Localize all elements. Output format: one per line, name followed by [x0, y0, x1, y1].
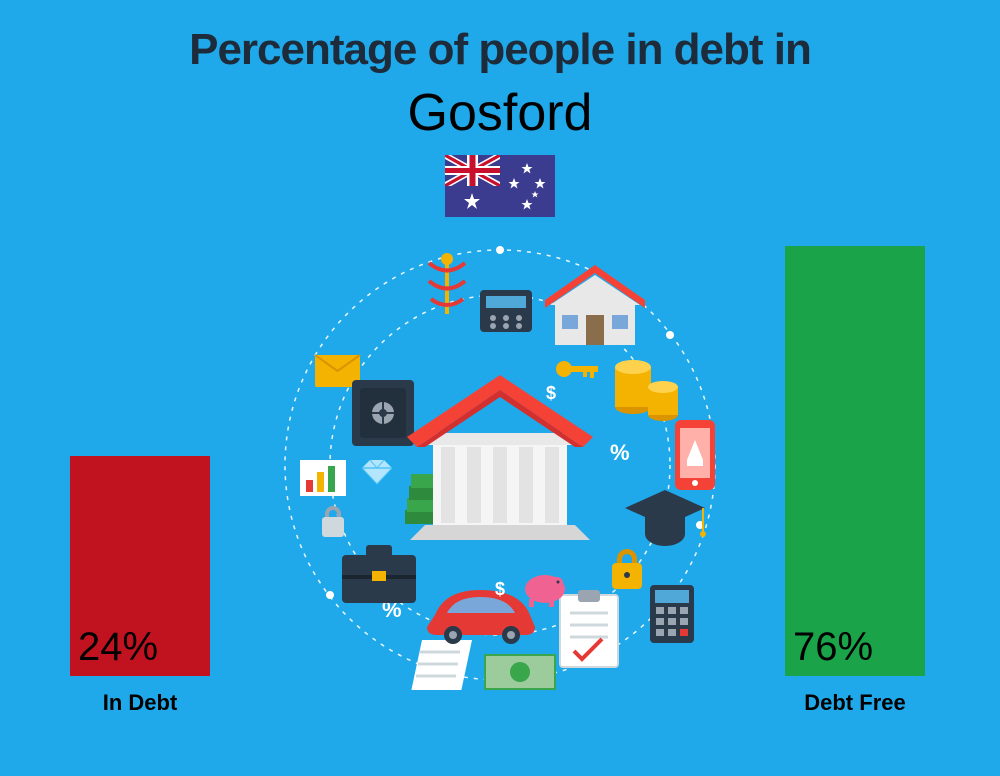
bar-debt-free-container: 76% Debt Free [770, 246, 940, 716]
bar-debt-free: 76% [785, 246, 925, 676]
bar-debt-free-value: 76% [793, 625, 873, 670]
bar-in-debt-label: In Debt [103, 690, 178, 716]
australia-flag-icon [445, 155, 555, 217]
page-subtitle: Gosford [0, 83, 1000, 143]
svg-text:%: % [610, 440, 630, 465]
svg-text:$: $ [495, 579, 505, 599]
page-title: Percentage of people in debt in [0, 0, 1000, 75]
bar-in-debt-value: 24% [78, 625, 158, 670]
bar-debt-free-label: Debt Free [804, 690, 905, 716]
finance-illustration-icon: % % $ $ [270, 235, 730, 695]
bar-in-debt-container: 24% In Debt [55, 456, 225, 716]
bar-in-debt: 24% [70, 456, 210, 676]
svg-text:$: $ [546, 383, 556, 403]
